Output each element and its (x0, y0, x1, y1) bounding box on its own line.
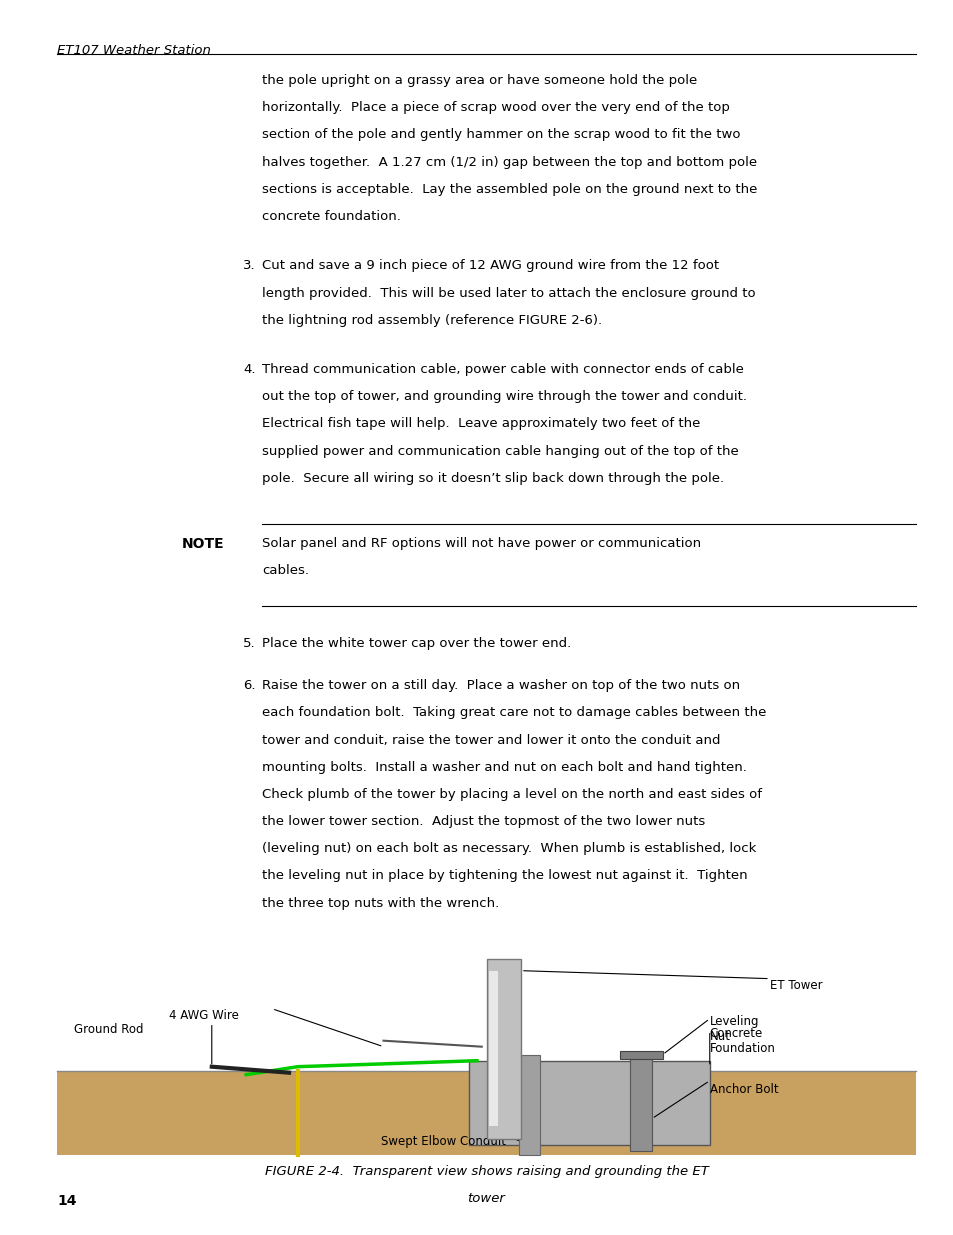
Text: NOTE: NOTE (181, 537, 224, 551)
FancyBboxPatch shape (57, 1071, 915, 1155)
Text: Thread communication cable, power cable with connector ends of cable: Thread communication cable, power cable … (262, 363, 743, 377)
Text: 3.: 3. (243, 259, 255, 273)
Text: Electrical fish tape will help.  Leave approximately two feet of the: Electrical fish tape will help. Leave ap… (262, 417, 700, 431)
Text: section of the pole and gently hammer on the scrap wood to fit the two: section of the pole and gently hammer on… (262, 128, 740, 142)
Text: 6.: 6. (243, 679, 255, 693)
Text: (leveling nut) on each bolt as necessary.  When plumb is established, lock: (leveling nut) on each bolt as necessary… (262, 842, 756, 856)
Text: halves together.  A 1.27 cm (1/2 in) gap between the top and bottom pole: halves together. A 1.27 cm (1/2 in) gap … (262, 156, 757, 169)
Text: tower and conduit, raise the tower and lower it onto the conduit and: tower and conduit, raise the tower and l… (262, 734, 720, 747)
Text: FIGURE 2-4.  Transparent view shows raising and grounding the ET: FIGURE 2-4. Transparent view shows raisi… (264, 1165, 708, 1178)
Text: tower: tower (467, 1192, 505, 1205)
Text: each foundation bolt.  Taking great care not to damage cables between the: each foundation bolt. Taking great care … (262, 706, 766, 720)
Text: Leveling
Nut: Leveling Nut (709, 1015, 759, 1042)
Text: 5.: 5. (243, 637, 255, 651)
Text: the lightning rod assembly (reference FIGURE 2-6).: the lightning rod assembly (reference FI… (262, 314, 602, 327)
Text: horizontally.  Place a piece of scrap wood over the very end of the top: horizontally. Place a piece of scrap woo… (262, 101, 729, 115)
Text: supplied power and communication cable hanging out of the top of the: supplied power and communication cable h… (262, 445, 739, 458)
Text: Solar panel and RF options will not have power or communication: Solar panel and RF options will not have… (262, 537, 700, 551)
Text: Place the white tower cap over the tower end.: Place the white tower cap over the tower… (262, 637, 571, 651)
Text: cables.: cables. (262, 564, 309, 578)
Text: 4 AWG Wire: 4 AWG Wire (169, 1009, 238, 1021)
FancyBboxPatch shape (57, 955, 915, 1155)
Text: ET Tower: ET Tower (769, 978, 821, 992)
Text: pole.  Secure all wiring so it doesn’t slip back down through the pole.: pole. Secure all wiring so it doesn’t sl… (262, 472, 723, 485)
Text: 4.: 4. (243, 363, 255, 377)
FancyBboxPatch shape (486, 958, 520, 1139)
Text: sections is acceptable.  Lay the assembled pole on the ground next to the: sections is acceptable. Lay the assemble… (262, 183, 757, 196)
Text: Cut and save a 9 inch piece of 12 AWG ground wire from the 12 foot: Cut and save a 9 inch piece of 12 AWG gr… (262, 259, 719, 273)
Text: the three top nuts with the wrench.: the three top nuts with the wrench. (262, 897, 499, 910)
Text: out the top of tower, and grounding wire through the tower and conduit.: out the top of tower, and grounding wire… (262, 390, 746, 404)
Text: length provided.  This will be used later to attach the enclosure ground to: length provided. This will be used later… (262, 287, 755, 300)
FancyBboxPatch shape (619, 1051, 661, 1058)
Text: Raise the tower on a still day.  Place a washer on top of the two nuts on: Raise the tower on a still day. Place a … (262, 679, 740, 693)
Text: the pole upright on a grassy area or have someone hold the pole: the pole upright on a grassy area or hav… (262, 74, 697, 88)
FancyBboxPatch shape (630, 1055, 651, 1151)
Text: Anchor Bolt: Anchor Bolt (709, 1083, 778, 1095)
Text: concrete foundation.: concrete foundation. (262, 210, 401, 224)
Text: Check plumb of the tower by placing a level on the north and east sides of: Check plumb of the tower by placing a le… (262, 788, 761, 802)
Text: the lower tower section.  Adjust the topmost of the two lower nuts: the lower tower section. Adjust the topm… (262, 815, 705, 829)
FancyBboxPatch shape (469, 1061, 709, 1145)
Text: Concrete
Foundation: Concrete Foundation (709, 1026, 775, 1055)
Text: 14: 14 (57, 1194, 76, 1208)
Text: ET107 Weather Station: ET107 Weather Station (57, 44, 211, 58)
Text: mounting bolts.  Install a washer and nut on each bolt and hand tighten.: mounting bolts. Install a washer and nut… (262, 761, 746, 774)
Text: the leveling nut in place by tightening the lowest nut against it.  Tighten: the leveling nut in place by tightening … (262, 869, 747, 883)
FancyBboxPatch shape (518, 1055, 539, 1155)
Text: Ground Rod: Ground Rod (74, 1023, 144, 1036)
Text: Swept Elbow Conduit: Swept Elbow Conduit (380, 1135, 506, 1147)
FancyBboxPatch shape (489, 971, 497, 1126)
